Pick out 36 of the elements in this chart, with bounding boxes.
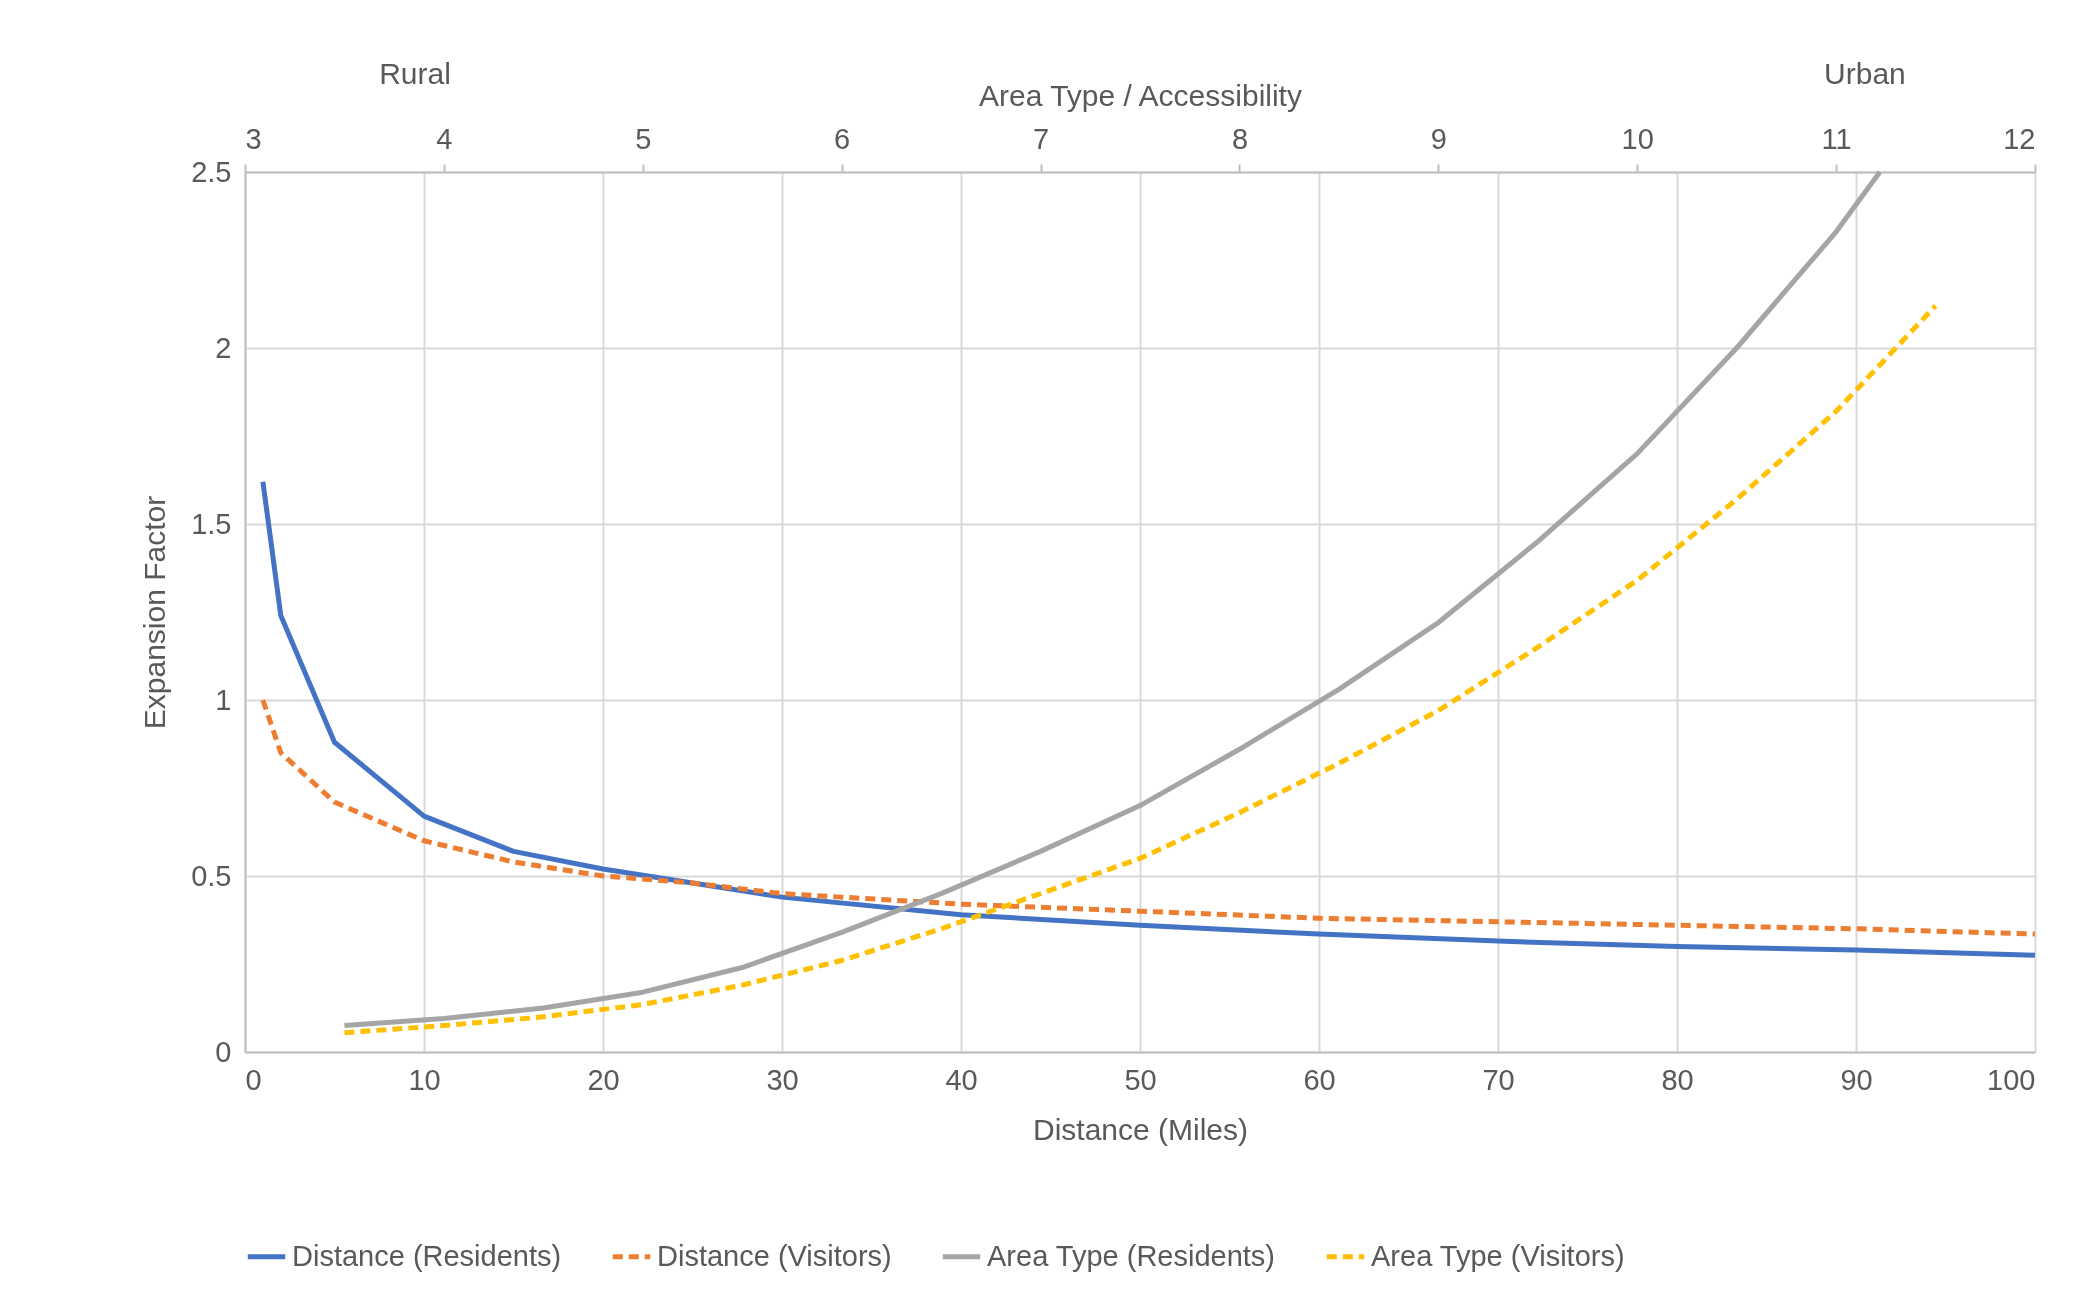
legend-label: Distance (Residents) bbox=[292, 1239, 562, 1272]
x-tick-label: 90 bbox=[1840, 1063, 1873, 1096]
x2-axis-title: Area Type / Accessibility bbox=[979, 78, 1302, 112]
x2-tick-label: 12 bbox=[2003, 122, 2036, 155]
x2-tick-label: 9 bbox=[1430, 122, 1447, 155]
text: Urban bbox=[1824, 57, 1906, 90]
y-tick-label: 1 bbox=[215, 683, 232, 716]
x-tick-label: 80 bbox=[1661, 1063, 1694, 1096]
x-tick-label: 50 bbox=[1124, 1063, 1157, 1096]
y-tick-label: 0 bbox=[215, 1035, 232, 1068]
x-tick-label: 30 bbox=[766, 1063, 799, 1096]
x-tick-label: 100 bbox=[1987, 1063, 2036, 1096]
x-tick-label: 10 bbox=[408, 1063, 441, 1096]
x2-tick-label: 3 bbox=[245, 122, 262, 155]
y-tick-label: 2.5 bbox=[191, 155, 232, 188]
legend-label: Distance (Visitors) bbox=[657, 1239, 892, 1272]
x-axis-title: Distance (Miles) bbox=[1032, 1112, 1249, 1146]
y-axis-title: Expansion Factor bbox=[138, 495, 172, 730]
y-tick-label: 1.5 bbox=[191, 507, 232, 540]
x2-tick-label: 5 bbox=[635, 122, 652, 155]
text: Rural bbox=[379, 57, 451, 90]
x-tick-label: 70 bbox=[1482, 1063, 1515, 1096]
legend-label: Area Type (Residents) bbox=[987, 1239, 1275, 1272]
x2-tick-label: 7 bbox=[1032, 122, 1050, 155]
legend-label: Area Type (Visitors) bbox=[1371, 1239, 1625, 1272]
y-tick-label: 2 bbox=[215, 331, 232, 364]
x-tick-label: 20 bbox=[587, 1063, 620, 1096]
x2-tick-label: 11 bbox=[1821, 122, 1852, 155]
x-tick-label: 60 bbox=[1303, 1063, 1336, 1096]
x2-tick-label: 8 bbox=[1231, 122, 1249, 155]
y-tick-label: 0.5 bbox=[191, 859, 232, 892]
x2-tick-label: 4 bbox=[436, 122, 453, 155]
x-tick-label: 40 bbox=[945, 1063, 978, 1096]
x2-tick-label: 10 bbox=[1621, 122, 1654, 155]
x2-tick-label: 6 bbox=[834, 122, 851, 155]
x-tick-label: 0 bbox=[245, 1063, 262, 1096]
